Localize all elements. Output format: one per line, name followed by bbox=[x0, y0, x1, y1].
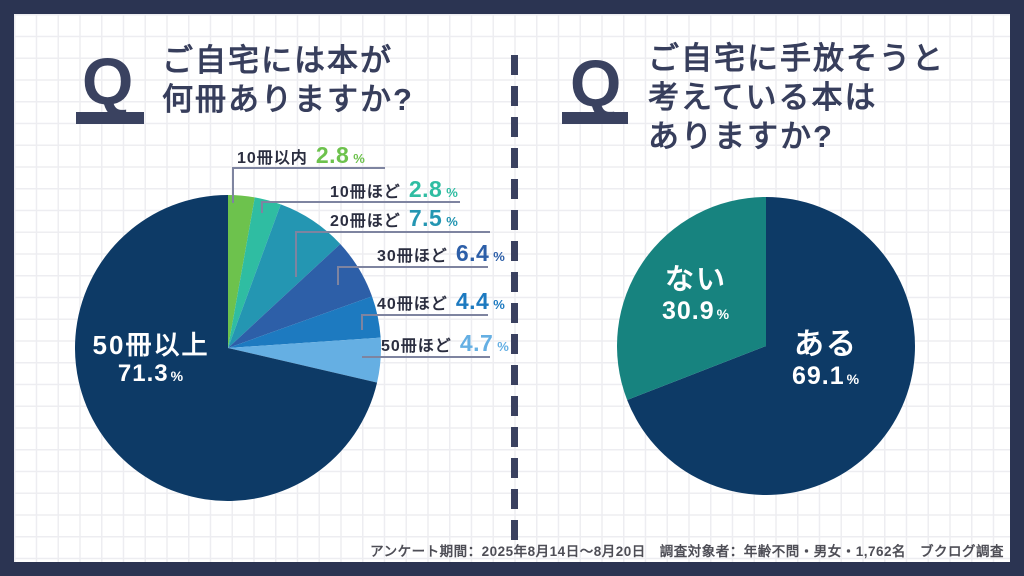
survey-note: アンケート期間：2025年8月14日～8月20日 調査対象者：年齢不問・男女・1… bbox=[370, 544, 1004, 559]
callout-about-10-books: 10冊ほど 2.8 % bbox=[330, 176, 458, 203]
pie-label-yes: ある 69.1% bbox=[776, 327, 876, 393]
q-mark-left: Q bbox=[82, 44, 134, 118]
callout-about-20-books: 20冊ほど 7.5 % bbox=[330, 205, 458, 232]
callout-value: 7.5 bbox=[408, 205, 443, 231]
q-mark-underline-left bbox=[76, 112, 144, 124]
callout-value: 2.8 bbox=[315, 142, 350, 168]
pie-slice-0-6 bbox=[75, 195, 378, 501]
dashed-divider bbox=[511, 55, 518, 543]
pie-label-no: ない 30.9% bbox=[646, 263, 746, 328]
pie-label-unit: % bbox=[170, 368, 185, 384]
pie-label-name: 50冊以上 bbox=[92, 330, 210, 360]
pie-label-unit: % bbox=[716, 306, 731, 322]
pie-label-unit: % bbox=[846, 371, 861, 387]
question-title-right-line2: 考えている本は bbox=[648, 80, 878, 115]
pie-label-value: 71.3% bbox=[83, 360, 219, 390]
pie-label-value: 69.1% bbox=[776, 362, 876, 393]
callout-about-40-books: 40冊ほど 4.4 % bbox=[377, 288, 505, 315]
question-title-right-line3: ありますか? bbox=[648, 119, 834, 154]
question-title-left-line1: ご自宅には本が bbox=[162, 43, 393, 78]
callout-label: 10冊以内 bbox=[237, 150, 308, 167]
pie-slice-1-0 bbox=[627, 197, 915, 495]
question-title-left: ご自宅には本が 何冊ありますか? bbox=[162, 41, 414, 119]
question-title-right: ご自宅に手放そうと 考えている本は ありますか? bbox=[648, 39, 945, 156]
pie-slice-0-5 bbox=[228, 337, 381, 383]
callout-value: 2.8 bbox=[408, 176, 443, 202]
pie-label-50-or-more: 50冊以上 71.3% bbox=[83, 330, 219, 390]
callout-value: 6.4 bbox=[455, 240, 490, 266]
callout-unit: % bbox=[493, 249, 505, 264]
callout-label: 30冊ほど bbox=[377, 248, 448, 265]
pie-label-value: 30.9% bbox=[646, 297, 746, 328]
q-mark-right: Q bbox=[570, 46, 622, 120]
callout-under-10-books: 10冊以内 2.8 % bbox=[237, 142, 365, 169]
callout-label: 40冊ほど bbox=[377, 296, 448, 313]
callout-unit: % bbox=[493, 297, 505, 312]
pie-label-number: 30.9 bbox=[661, 297, 715, 325]
question-title-right-line1: ご自宅に手放そうと bbox=[648, 41, 945, 76]
callout-label: 50冊ほど bbox=[381, 338, 452, 355]
callout-about-50-books: 50冊ほど 4.7 % bbox=[381, 330, 509, 357]
callout-unit: % bbox=[353, 151, 365, 166]
callout-value: 4.7 bbox=[459, 330, 494, 356]
pie-label-number: 69.1 bbox=[791, 362, 845, 390]
callout-unit: % bbox=[497, 339, 509, 354]
pie-slice-1-1 bbox=[617, 197, 766, 400]
callout-unit: % bbox=[446, 185, 458, 200]
question-title-left-line2: 何冊ありますか? bbox=[162, 82, 414, 117]
pie-chart-books-to-let-go bbox=[617, 197, 915, 495]
callout-label: 10冊ほど bbox=[330, 184, 401, 201]
pie-label-name: ある bbox=[794, 328, 858, 361]
callout-value: 4.4 bbox=[455, 288, 490, 314]
callout-about-30-books: 30冊ほど 6.4 % bbox=[377, 240, 505, 267]
pie-label-name: ない bbox=[664, 264, 727, 296]
callout-unit: % bbox=[446, 214, 458, 229]
pie-slice-0-1 bbox=[228, 197, 281, 348]
pie-slice-0-0 bbox=[228, 195, 255, 348]
q-mark-underline-right bbox=[562, 112, 628, 124]
callout-label: 20冊ほど bbox=[330, 213, 401, 230]
pie-label-number: 71.3 bbox=[117, 360, 169, 387]
pie-slice-0-4 bbox=[228, 296, 381, 348]
